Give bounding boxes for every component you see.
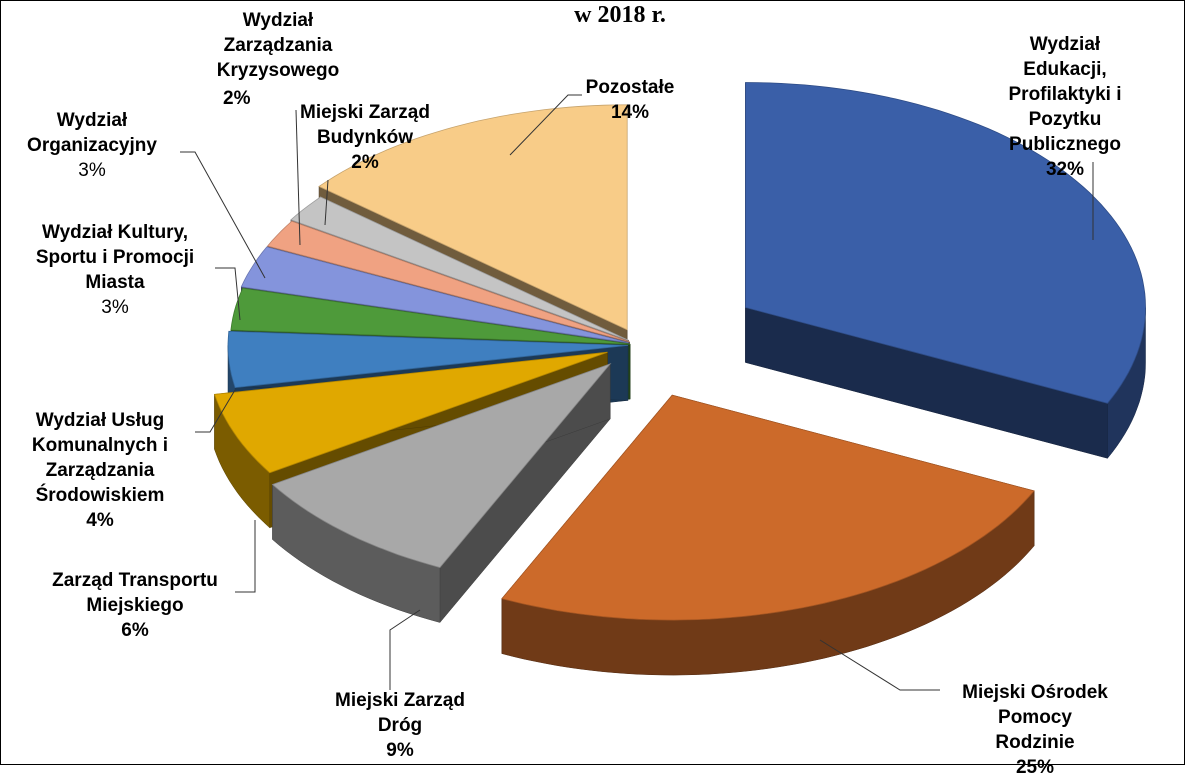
category-label: Wydział Zarządzania Kryzysowego [216,10,340,81]
leader-line [389,609,421,690]
slice [745,82,1146,404]
slice [213,351,608,474]
slice-label: Miejski Zarząd Budynków 2% [300,100,430,175]
chart-title: w 2018 r. [574,2,666,28]
slice-label: Wydział Usług Komunalnych i Zarządzania … [32,408,168,533]
value-label: 2% [351,152,379,173]
slice [501,394,1035,621]
slice-label: Miejski Zarząd Dróg 9% [335,688,465,763]
slice [271,363,612,568]
leader-line [180,151,266,279]
leader-line [195,389,236,433]
leader-line [235,520,256,593]
slice-label: Pozostałe 14% [586,75,675,125]
leader-line [509,94,582,156]
leader-line [819,639,940,691]
category-label: Wydział Usług Komunalnych i Zarządzania … [31,410,169,506]
category-label: Wydział Kultury, Sportu i Promocji Miast… [35,222,195,293]
category-label: Wydział Organizacyjny [27,110,157,156]
slice [227,330,629,389]
value-label: 32% [1045,159,1085,180]
category-label: Miejski Ośrodek Pomocy Rodzinie [962,682,1108,753]
value-label: 25% [1015,757,1055,778]
slice-label: Wydział Edukacji, Profilaktyki i Pozytku… [1005,32,1125,182]
slice [266,220,630,343]
slice [230,287,631,345]
slice-label: Wydział Kultury, Sportu i Promocji Miast… [36,220,194,320]
category-label: Miejski Zarząd Budynków [300,102,430,148]
slice-label: Zarząd Transportu Miejskiego 6% [52,568,218,643]
slice [240,246,629,344]
category-label: Miejski Zarząd Dróg [335,690,465,736]
slice-label: Wydział Organizacyjny 3% [27,108,157,183]
value-label: 3% [101,297,129,318]
slice [290,196,629,341]
category-label: Pozostałe [585,77,675,98]
leader-line [295,109,301,246]
leader-line [324,179,329,226]
value-label: 3% [78,160,106,181]
value-label: 6% [121,620,149,641]
category-label: Zarząd Transportu Miejskiego [52,570,218,616]
value-label: 14% [610,102,650,123]
value-label: 9% [386,740,414,761]
slice [318,104,628,331]
leader-line [215,267,241,321]
slice-label: Wydział Zarządzania Kryzysowego 2% [216,8,340,109]
category-label: Wydział Edukacji, Profilaktyki i Pozytku… [1008,34,1122,155]
value-label: 2% [223,88,251,109]
value-label: 4% [86,510,114,531]
slice-label: Miejski Ośrodek Pomocy Rodzinie 25% [960,680,1110,780]
